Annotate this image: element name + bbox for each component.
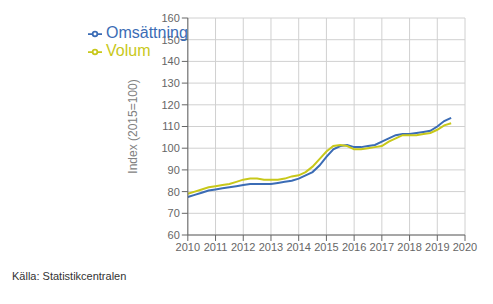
svg-text:Index (2015=100): Index (2015=100) (126, 79, 140, 173)
svg-text:110: 110 (162, 120, 180, 132)
svg-text:140: 140 (161, 55, 179, 67)
svg-text:2019: 2019 (425, 241, 449, 253)
svg-text:100: 100 (161, 142, 179, 154)
svg-text:90: 90 (168, 164, 180, 176)
svg-text:150: 150 (161, 34, 179, 46)
svg-text:130: 130 (161, 77, 179, 89)
svg-text:2020: 2020 (453, 241, 477, 253)
svg-text:80: 80 (168, 186, 180, 198)
svg-text:2013: 2013 (259, 241, 283, 253)
svg-text:70: 70 (168, 207, 180, 219)
svg-text:2017: 2017 (370, 241, 394, 253)
svg-text:160: 160 (161, 12, 179, 24)
svg-text:2012: 2012 (231, 241, 255, 253)
svg-text:2015: 2015 (314, 241, 338, 253)
svg-text:2018: 2018 (397, 241, 421, 253)
svg-text:120: 120 (161, 99, 179, 111)
svg-text:2010: 2010 (176, 241, 200, 253)
svg-text:2011: 2011 (204, 241, 228, 253)
svg-text:2016: 2016 (342, 241, 366, 253)
svg-text:2014: 2014 (286, 241, 310, 253)
svg-text:60: 60 (168, 229, 180, 241)
